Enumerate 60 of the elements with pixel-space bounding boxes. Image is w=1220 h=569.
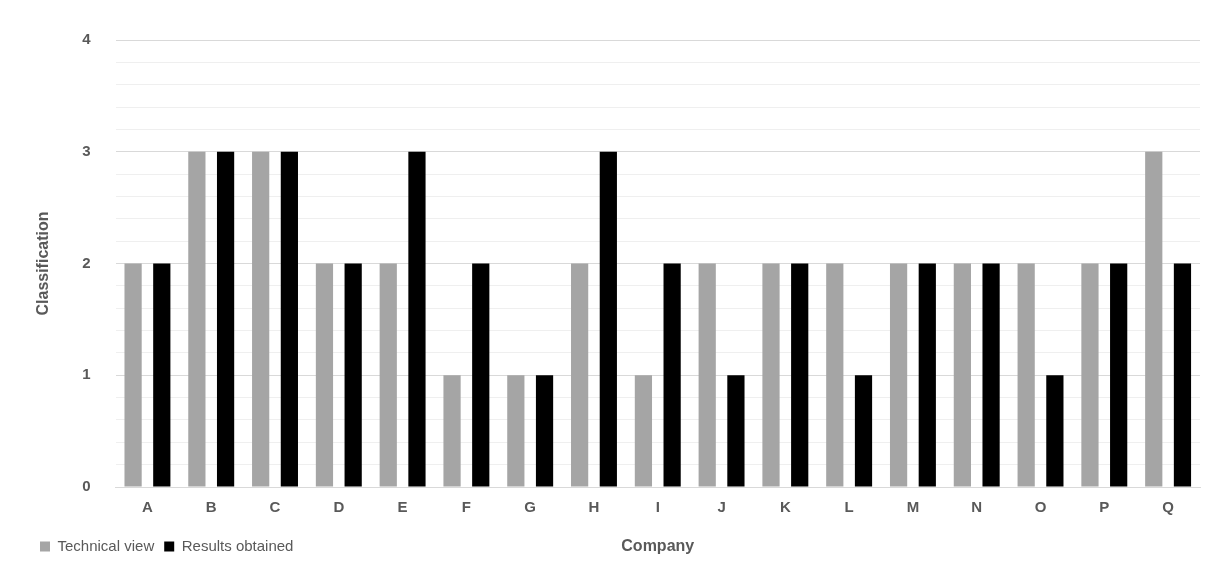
x-tick-label: H bbox=[588, 498, 600, 516]
bar bbox=[826, 263, 844, 487]
bar bbox=[762, 263, 780, 487]
bar bbox=[408, 151, 426, 487]
bar bbox=[1110, 263, 1128, 487]
y-tick-label: 1 bbox=[82, 365, 91, 383]
bar bbox=[982, 263, 1000, 487]
bar bbox=[379, 263, 397, 487]
y-tick-label: 3 bbox=[82, 141, 91, 159]
x-tick-label: B bbox=[205, 498, 217, 516]
bar bbox=[571, 263, 589, 487]
bar bbox=[1081, 263, 1099, 487]
bar bbox=[953, 263, 971, 487]
x-axis-title: Company bbox=[621, 536, 695, 554]
bar bbox=[1046, 375, 1064, 487]
x-tick-label: L bbox=[844, 498, 854, 516]
x-tick-label: A bbox=[142, 498, 154, 516]
x-tick-label: N bbox=[971, 498, 983, 516]
bar bbox=[663, 263, 681, 487]
bar bbox=[124, 263, 142, 487]
x-tick-label: K bbox=[779, 498, 791, 516]
x-tick-label: Q bbox=[1162, 498, 1175, 516]
x-tick-label: O bbox=[1034, 498, 1047, 516]
bar bbox=[1173, 263, 1192, 487]
bar bbox=[315, 263, 334, 487]
x-tick-label: E bbox=[397, 498, 408, 516]
bar bbox=[918, 263, 936, 487]
x-tick-label: I bbox=[655, 498, 660, 516]
x-tick-label: D bbox=[333, 498, 345, 516]
bar bbox=[344, 263, 362, 487]
bar bbox=[472, 263, 490, 487]
bar bbox=[1017, 263, 1035, 487]
bar bbox=[698, 263, 716, 487]
x-tick-label: J bbox=[717, 498, 726, 516]
bar bbox=[889, 263, 908, 487]
bar bbox=[153, 263, 171, 487]
y-tick-label: 4 bbox=[82, 30, 92, 48]
x-tick-label: M bbox=[906, 498, 920, 516]
y-axis-title: Classification bbox=[34, 211, 52, 316]
bar bbox=[727, 375, 745, 487]
bar bbox=[443, 375, 461, 487]
x-tick-label: F bbox=[461, 498, 471, 516]
x-tick-label: G bbox=[524, 498, 537, 516]
bar bbox=[1145, 151, 1163, 487]
bar bbox=[507, 375, 525, 487]
bar bbox=[252, 151, 270, 487]
legend-label: Technical view bbox=[57, 536, 155, 554]
y-tick-label: 2 bbox=[82, 253, 91, 271]
bar bbox=[599, 151, 617, 487]
bar bbox=[854, 375, 873, 487]
bar bbox=[280, 151, 298, 487]
bar bbox=[188, 151, 206, 487]
legend-label: Results obtained bbox=[181, 536, 294, 554]
bar bbox=[216, 151, 235, 487]
x-tick-label: P bbox=[1099, 498, 1110, 516]
y-tick-label: 0 bbox=[82, 477, 91, 495]
bar bbox=[634, 375, 653, 487]
x-tick-label: C bbox=[269, 498, 281, 516]
bar bbox=[791, 263, 809, 487]
bar bbox=[535, 375, 554, 487]
